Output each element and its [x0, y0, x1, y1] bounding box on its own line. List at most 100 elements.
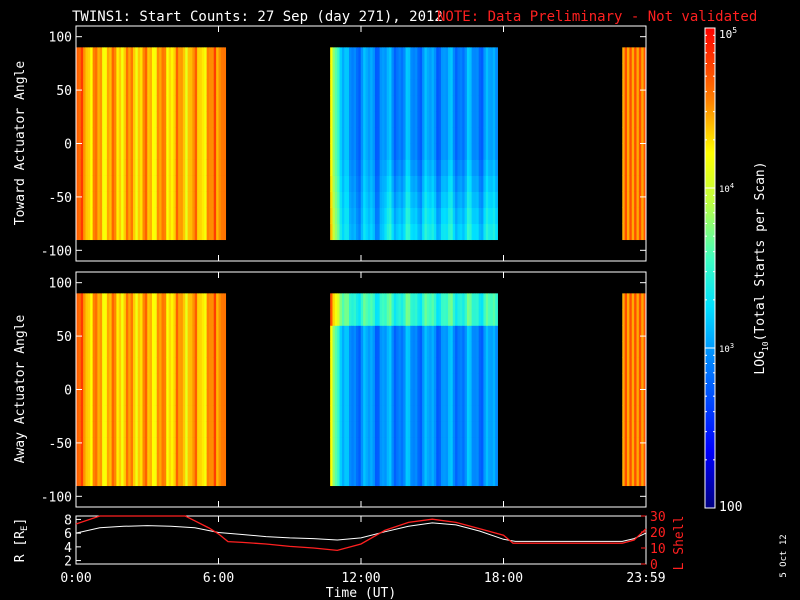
heatmap-cell [440, 437, 444, 454]
heatmap-cell [372, 309, 376, 326]
heatmap-cell [104, 325, 108, 342]
heatmap-cell [140, 47, 143, 64]
heatmap-cell [407, 63, 411, 80]
heatmap-cell [624, 159, 628, 176]
heatmap-cell [173, 207, 177, 225]
heatmap-cell [348, 357, 352, 374]
heatmap-cell [171, 325, 174, 342]
heatmap-cell [367, 341, 371, 358]
heatmap-cell [374, 309, 378, 326]
heatmap-cell [192, 95, 196, 112]
heatmap-cell [372, 293, 376, 310]
heatmap-cell [476, 175, 480, 192]
heatmap-cell [495, 405, 498, 422]
heatmap-cell [455, 191, 458, 208]
heatmap-cell [358, 293, 362, 310]
heatmap-cell [76, 63, 79, 80]
heatmap-cell [403, 207, 406, 225]
heatmap-cell [159, 159, 162, 176]
heatmap-cell [190, 341, 193, 358]
heatmap-cell [450, 191, 454, 208]
heatmap-cell [452, 207, 456, 225]
heatmap-cell [123, 111, 127, 128]
heatmap-cell [194, 453, 198, 471]
heatmap-cell [476, 341, 480, 358]
heatmap-cell [351, 437, 355, 454]
heatmap-cell [154, 191, 158, 208]
heatmap-cell [147, 95, 151, 112]
heatmap-cell [87, 207, 91, 225]
heatmap-cell [455, 341, 458, 358]
heatmap-cell [405, 357, 409, 374]
heatmap-cell [419, 421, 423, 438]
heatmap-cell [185, 207, 189, 225]
heatmap-cell [384, 453, 388, 471]
heatmap-cell [209, 191, 212, 208]
heatmap-cell [330, 95, 333, 112]
heatmap-cell [92, 389, 96, 406]
heatmap-cell [206, 159, 210, 176]
heatmap-cell [438, 389, 442, 406]
heatmap-cell [185, 437, 189, 454]
heatmap-cell [396, 453, 399, 471]
heatmap-cell [445, 405, 449, 422]
heatmap-cell [365, 143, 369, 160]
heatmap-cell [492, 191, 496, 208]
heatmap-cell [641, 95, 645, 112]
heatmap-cell [452, 293, 456, 310]
heatmap-cell [429, 127, 432, 144]
heatmap-cell [152, 293, 155, 310]
heatmap-cell [643, 95, 647, 112]
heatmap-cell [185, 127, 189, 144]
heatmap-cell [400, 223, 404, 241]
heatmap-cell [372, 223, 376, 241]
heatmap-cell [147, 207, 151, 225]
heatmap-cell [99, 63, 103, 80]
heatmap-cell [123, 421, 127, 438]
heatmap-cell [450, 111, 454, 128]
heatmap-cell [469, 191, 473, 208]
heatmap-cell [634, 79, 637, 96]
heatmap-cell [76, 95, 79, 112]
heatmap-cell [83, 469, 86, 487]
heatmap-cell [99, 111, 103, 128]
heatmap-cell [116, 175, 120, 192]
heatmap-cell [464, 63, 468, 80]
heatmap-cell [332, 469, 336, 487]
heatmap-cell [641, 207, 645, 225]
heatmap-cell [429, 341, 432, 358]
heatmap-cell [457, 309, 461, 326]
heatmap-cell [223, 175, 227, 192]
heatmap-cell [481, 223, 484, 241]
heatmap-cell [209, 95, 212, 112]
heatmap-cell [137, 223, 141, 241]
heatmap-cell [182, 47, 186, 64]
heatmap-cell [358, 373, 362, 390]
heatmap-cell [372, 191, 376, 208]
heatmap-cell [403, 159, 406, 176]
heatmap-cell [440, 175, 444, 192]
heatmap-cell [130, 223, 134, 241]
heatmap-cell [80, 79, 84, 96]
heatmap-cell [163, 309, 167, 326]
heatmap-cell [87, 421, 91, 438]
heatmap-cell [417, 143, 421, 160]
heatmap-cell [405, 159, 409, 176]
heatmap-cell [114, 143, 117, 160]
heatmap-cell [407, 223, 411, 241]
heatmap-cell [412, 437, 416, 454]
heatmap-cell [624, 309, 628, 326]
heatmap-cell [443, 325, 447, 342]
heatmap-cell [455, 207, 458, 225]
heatmap-cell [192, 127, 196, 144]
heatmap-cell [464, 175, 468, 192]
heatmap-cell [130, 293, 134, 310]
heatmap-cell [102, 389, 105, 406]
heatmap-cell [410, 47, 414, 64]
heatmap-cell [102, 79, 105, 96]
heatmap-cell [211, 191, 215, 208]
heatmap-cell [469, 127, 473, 144]
heatmap-cell [185, 341, 189, 358]
heatmap-cell [481, 95, 484, 112]
